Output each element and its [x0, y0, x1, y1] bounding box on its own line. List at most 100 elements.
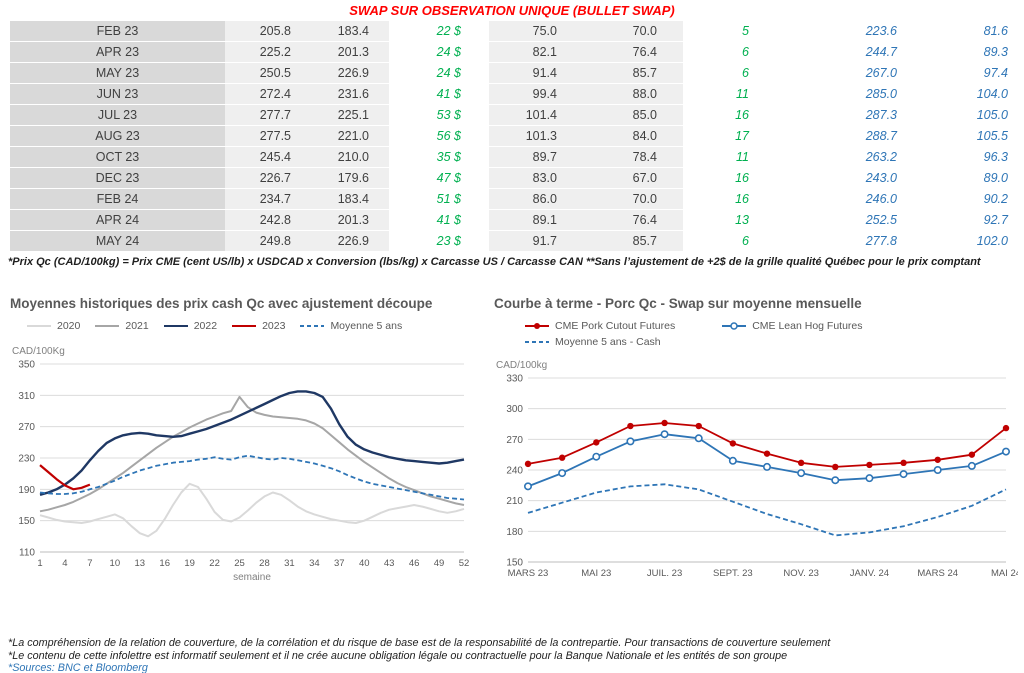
value-cell: 67.0: [585, 168, 683, 189]
footnote-line: *Le contenu de cette infolettre est info…: [8, 649, 788, 662]
data-point-marker: [626, 437, 635, 446]
data-point-marker: [593, 439, 600, 446]
value-cell: 246.0: [865, 192, 897, 206]
swap-table: FEB 23 205.8 183.4 22 $75.0 70.0 5 223.6 81.6 AP…: [10, 21, 1014, 252]
y-tick-label: 150: [18, 516, 35, 527]
value-cell: 13: [735, 213, 749, 227]
value-cell: 223.6: [865, 24, 897, 38]
data-point-marker: [592, 452, 601, 461]
data-point-marker: [523, 482, 532, 491]
legend-dashed-line-icon: [300, 325, 325, 327]
value-cell: 16: [735, 192, 749, 206]
value-cell: 201.3: [313, 210, 389, 231]
value-cell: 6: [742, 45, 749, 59]
value-cell: 210.0: [313, 147, 389, 168]
value-cell: 47 $: [436, 171, 461, 185]
value-cell: 288.7: [865, 129, 897, 143]
x-tick-label: 31: [284, 558, 295, 569]
table-row: JUL 23 277.7 225.1 53 $ 101.4 85.0 16 287.3 105.…: [10, 105, 1014, 126]
y-tick-label: 190: [18, 485, 35, 496]
value-cell: 24 $: [436, 45, 461, 59]
x-tick-label: MARS 24: [917, 568, 958, 579]
data-point-marker: [968, 451, 976, 458]
y-tick-label: 110: [19, 548, 35, 559]
legend-label: 2022: [193, 320, 218, 332]
value-cell: 277.7: [225, 105, 313, 126]
y-tick-label: 350: [18, 360, 35, 371]
table-row: MAY 24 249.8 226.9 23 $ 91.7 85.7 6 277.8 102.0: [10, 231, 1014, 252]
value-cell: 76.4: [585, 210, 683, 231]
value-cell: 272.4: [225, 84, 313, 105]
value-cell: 99.4: [489, 84, 585, 105]
data-point-marker: [1001, 447, 1010, 456]
month-cell: APR 24: [10, 210, 225, 231]
value-cell: 91.4: [489, 63, 585, 84]
x-tick-label: JANV. 24: [850, 568, 889, 579]
value-cell: 101.4: [489, 105, 585, 126]
series-line-2: [527, 483, 1007, 537]
data-point-marker: [797, 459, 805, 467]
data-point-marker: [762, 462, 771, 471]
legend-item: Moyenne 5 ans: [299, 320, 402, 332]
x-tick-label: 28: [259, 558, 270, 569]
legend-item: Moyenne 5 ans - Cash: [524, 336, 661, 348]
value-cell: 81.6: [983, 24, 1008, 38]
x-tick-label: 13: [134, 558, 145, 569]
x-tick-label: 16: [159, 558, 170, 569]
y-tick-label: 300: [506, 404, 523, 415]
chart-svg: 150 180 210 240 270 300 330 MARS 23 MAI 23 JUIL. …: [496, 360, 1021, 579]
value-cell: 245.4: [225, 147, 313, 168]
data-point-marker: [797, 469, 806, 478]
legend-line-icon: [27, 325, 51, 327]
value-cell: 277.8: [865, 234, 897, 248]
value-cell: 285.0: [865, 87, 897, 101]
data-point-marker: [832, 463, 839, 471]
value-cell: 105.0: [976, 108, 1008, 122]
value-cell: 70.0: [585, 189, 683, 210]
value-cell: 226.7: [225, 168, 313, 189]
series-line-1: [39, 395, 465, 513]
data-point-marker: [934, 456, 941, 463]
value-cell: 89.3: [983, 45, 1008, 59]
month-cell: JUL 23: [10, 105, 225, 126]
value-cell: 76.4: [585, 42, 683, 63]
legend-item: CME Lean Hog Futures: [721, 320, 863, 332]
sources-line: *Sources: BNC et Bloomberg: [8, 662, 148, 673]
value-cell: 35 $: [436, 150, 461, 164]
data-point-marker: [763, 450, 771, 457]
value-cell: 277.5: [225, 126, 313, 147]
value-cell: 96.3: [983, 150, 1008, 164]
legend-label: 2023: [262, 320, 286, 332]
legend-row: 2020 2021 2022 2023 Moyenne 5 ans: [10, 320, 470, 332]
table-row: OCT 23 245.4 210.0 35 $ 89.7 78.4 11 263.2 96.3: [10, 147, 1014, 168]
value-cell: 201.3: [313, 42, 389, 63]
value-cell: 221.0: [313, 126, 389, 147]
chart-panel-forward-curve: Courbe à terme - Porc Qc - Swap sur moye…: [494, 296, 1021, 597]
x-tick-label: NOV. 23: [783, 568, 819, 579]
y-axis-unit-label: CAD/100kg: [496, 360, 547, 371]
value-cell: 234.7: [225, 189, 313, 210]
legend-label: 2021: [125, 320, 149, 332]
y-tick-label: 330: [506, 374, 523, 385]
value-cell: 6: [742, 234, 749, 248]
y-axis-unit-label: CAD/100Kg: [12, 346, 65, 357]
table-row: JUN 23 272.4 231.6 41 $ 99.4 88.0 11 285.0 104.0: [10, 84, 1014, 105]
table-row: APR 24 242.8 201.3 41 $ 89.1 76.4 13 252.5 92.7: [10, 210, 1014, 231]
x-tick-label: 43: [384, 558, 395, 569]
legend-row: Moyenne 5 ans - Cash: [494, 336, 1018, 348]
legend-item: 2020: [26, 320, 80, 332]
value-cell: 86.0: [489, 189, 585, 210]
data-point-marker: [695, 422, 702, 430]
x-tick-label: 1: [37, 558, 42, 569]
x-axis-title: semaine: [233, 572, 271, 583]
chart-title-forward-curve: Courbe à terme - Porc Qc - Swap sur moye…: [494, 296, 862, 311]
y-tick-label: 310: [18, 391, 35, 402]
value-cell: 101.3: [489, 126, 585, 147]
y-tick-label: 180: [506, 527, 523, 538]
y-tick-label: 210: [506, 496, 523, 507]
value-cell: 104.0: [976, 87, 1008, 101]
x-tick-label: 4: [62, 558, 67, 569]
value-cell: 102.0: [976, 234, 1008, 248]
value-cell: 22 $: [436, 24, 461, 38]
